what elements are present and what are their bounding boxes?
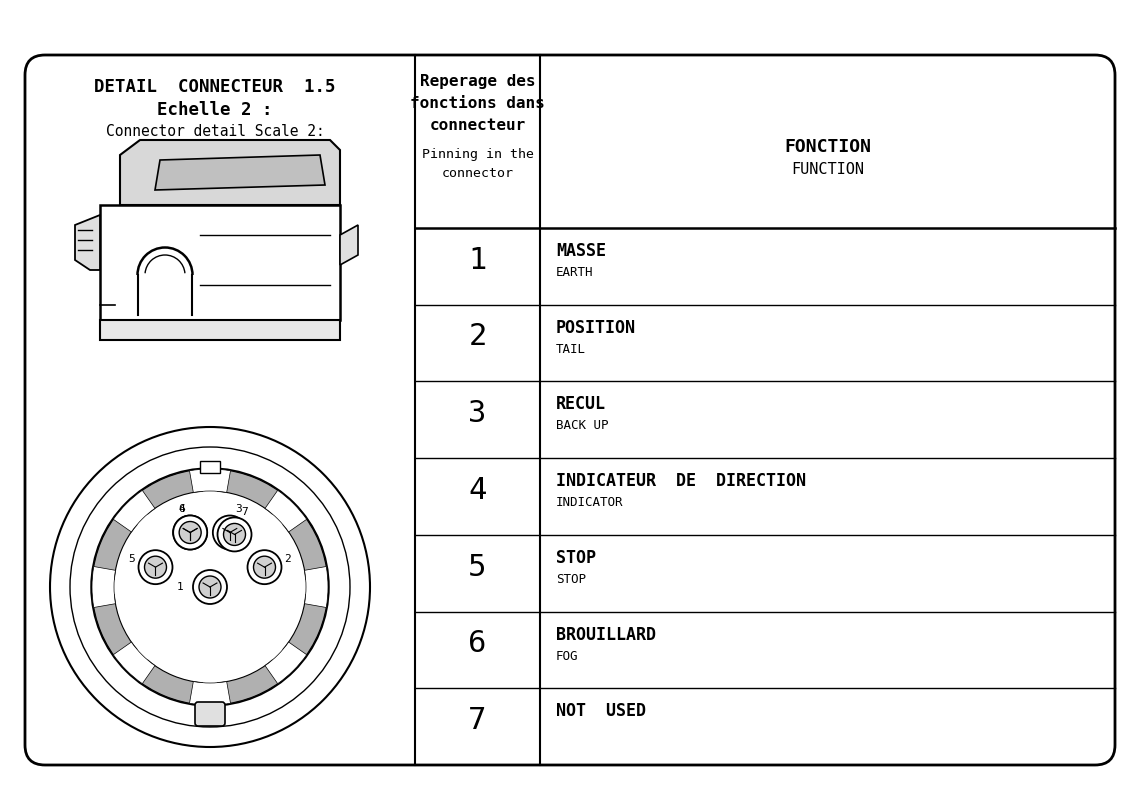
Wedge shape bbox=[283, 510, 327, 579]
Text: 2: 2 bbox=[285, 554, 292, 564]
Text: 7: 7 bbox=[242, 506, 249, 517]
Text: 1: 1 bbox=[469, 246, 487, 274]
Text: FONCTION: FONCTION bbox=[784, 138, 871, 156]
Text: 3: 3 bbox=[469, 399, 487, 428]
Polygon shape bbox=[120, 140, 340, 205]
Text: INDICATEUR  DE  DIRECTION: INDICATEUR DE DIRECTION bbox=[556, 472, 806, 490]
Circle shape bbox=[223, 523, 245, 546]
Text: MASSE: MASSE bbox=[556, 242, 606, 260]
Text: fonctions dans: fonctions dans bbox=[410, 96, 545, 111]
Circle shape bbox=[173, 515, 207, 550]
Text: STOP: STOP bbox=[556, 549, 596, 567]
Text: BACK UP: BACK UP bbox=[556, 419, 609, 433]
Circle shape bbox=[219, 522, 241, 543]
Wedge shape bbox=[113, 642, 155, 684]
Text: 2: 2 bbox=[469, 322, 487, 351]
FancyBboxPatch shape bbox=[100, 320, 340, 340]
FancyBboxPatch shape bbox=[195, 702, 225, 726]
Polygon shape bbox=[75, 215, 100, 270]
Circle shape bbox=[200, 576, 221, 598]
FancyBboxPatch shape bbox=[100, 205, 340, 320]
Text: FOG: FOG bbox=[556, 650, 578, 662]
Wedge shape bbox=[189, 469, 230, 493]
Circle shape bbox=[213, 515, 247, 550]
Text: connecteur: connecteur bbox=[430, 118, 526, 133]
Ellipse shape bbox=[105, 482, 315, 692]
Text: 1: 1 bbox=[177, 582, 184, 592]
Text: STOP: STOP bbox=[556, 573, 586, 586]
Text: TAIL: TAIL bbox=[556, 342, 586, 356]
Wedge shape bbox=[133, 660, 203, 705]
Wedge shape bbox=[113, 490, 155, 532]
Text: Reperage des: Reperage des bbox=[420, 74, 536, 89]
Circle shape bbox=[193, 570, 227, 604]
Text: DETAIL  CONNECTEUR  1.5: DETAIL CONNECTEUR 1.5 bbox=[95, 78, 336, 96]
Circle shape bbox=[179, 522, 201, 543]
Wedge shape bbox=[304, 566, 328, 607]
Text: Pinning in the: Pinning in the bbox=[422, 148, 534, 161]
Text: Connector detail Scale 2:: Connector detail Scale 2: bbox=[106, 124, 325, 139]
Circle shape bbox=[145, 556, 166, 578]
Wedge shape bbox=[266, 642, 307, 684]
Circle shape bbox=[218, 518, 252, 551]
Text: BROUILLARD: BROUILLARD bbox=[556, 626, 655, 643]
Text: 3: 3 bbox=[235, 504, 242, 514]
Wedge shape bbox=[189, 682, 230, 705]
Text: INDICATOR: INDICATOR bbox=[556, 496, 624, 509]
Ellipse shape bbox=[50, 427, 370, 747]
Wedge shape bbox=[218, 660, 286, 705]
Text: 5: 5 bbox=[469, 553, 487, 582]
Circle shape bbox=[179, 522, 201, 543]
Ellipse shape bbox=[92, 469, 328, 705]
Wedge shape bbox=[92, 594, 137, 664]
Text: 5: 5 bbox=[129, 554, 136, 564]
Text: EARTH: EARTH bbox=[556, 266, 594, 279]
Polygon shape bbox=[340, 225, 358, 265]
Text: 4: 4 bbox=[178, 504, 185, 514]
Wedge shape bbox=[266, 490, 307, 532]
Text: 6: 6 bbox=[178, 504, 185, 514]
Polygon shape bbox=[155, 155, 325, 190]
Text: connector: connector bbox=[441, 167, 513, 180]
Text: NOT  USED: NOT USED bbox=[556, 702, 646, 720]
Circle shape bbox=[247, 550, 282, 584]
Circle shape bbox=[253, 556, 276, 578]
Text: 7: 7 bbox=[469, 706, 487, 735]
Wedge shape bbox=[92, 566, 115, 607]
Circle shape bbox=[138, 550, 172, 584]
Wedge shape bbox=[218, 470, 286, 514]
Wedge shape bbox=[283, 594, 327, 664]
Text: FUNCTION: FUNCTION bbox=[791, 162, 864, 177]
FancyBboxPatch shape bbox=[200, 461, 220, 473]
Text: POSITION: POSITION bbox=[556, 318, 636, 337]
Text: 4: 4 bbox=[469, 476, 487, 505]
Circle shape bbox=[173, 515, 207, 550]
Wedge shape bbox=[92, 510, 137, 579]
Text: 6: 6 bbox=[469, 630, 487, 658]
Wedge shape bbox=[133, 470, 203, 514]
Text: RECUL: RECUL bbox=[556, 395, 606, 414]
Text: Echelle 2 :: Echelle 2 : bbox=[157, 101, 272, 119]
